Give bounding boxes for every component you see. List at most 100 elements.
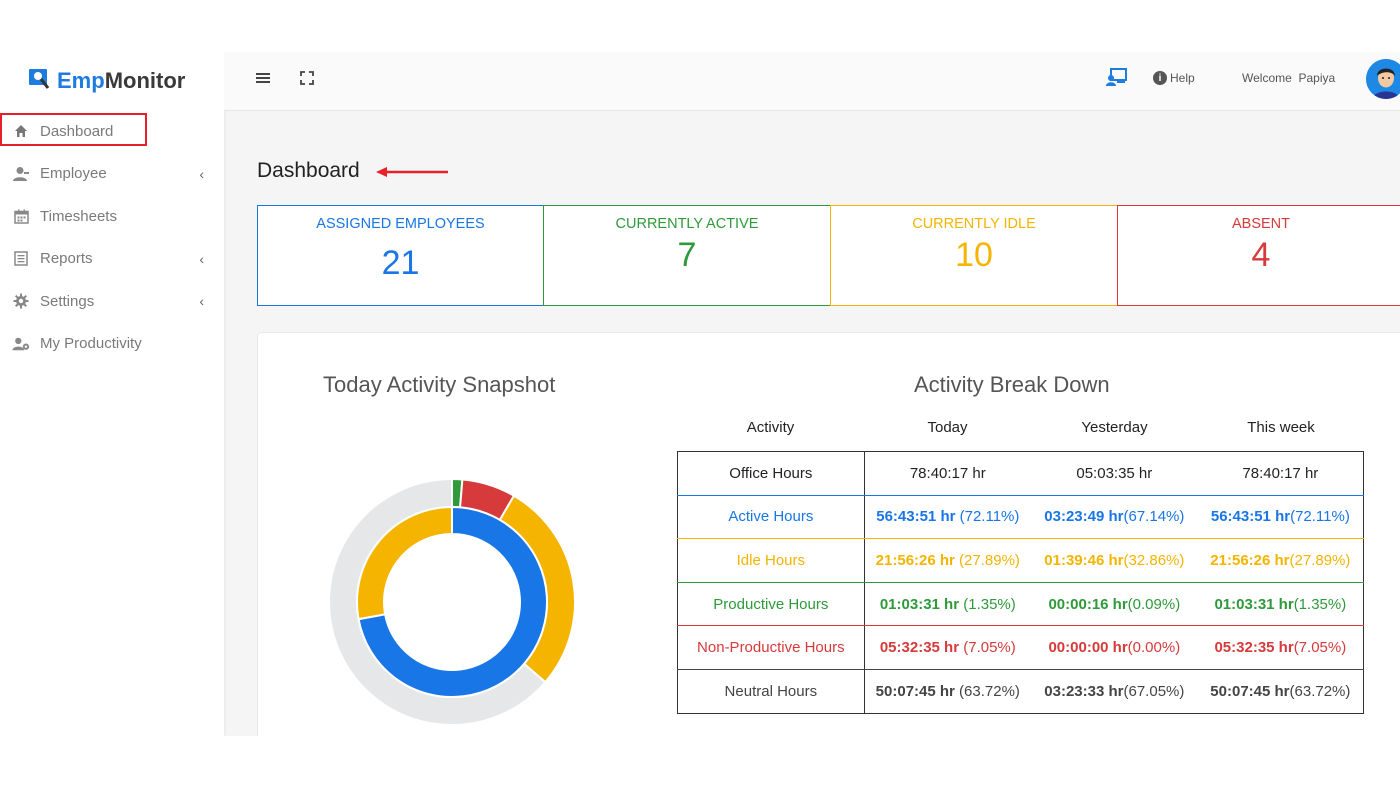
activity-cell: Office Hours [677, 451, 865, 496]
avatar[interactable] [1366, 59, 1400, 99]
sidebar-nav: Dashboard Employee ‹ Timesheets Reports … [0, 110, 224, 365]
week-cell: 05:32:35 hr(7.05%) [1197, 625, 1364, 670]
donut-slice-active[interactable] [357, 505, 548, 698]
sidebar-item-label: My Productivity [40, 335, 142, 353]
percent-value: (63.72%) [1289, 682, 1351, 700]
breakdown-table: Office Hours 78:40:17 hr 05:03:35 hr 78:40:… [677, 451, 1364, 714]
percent-value: (27.89%) [954, 551, 1020, 569]
percent-value: (7.05%) [959, 639, 1016, 657]
sidebar-item-timesheets[interactable]: Timesheets [0, 195, 224, 238]
today-cell: 50:07:45 hr (63.72%) [864, 668, 1031, 714]
percent-value: (67.05%) [1123, 682, 1185, 700]
today-cell: 78:40:17 hr [864, 451, 1031, 496]
activity-cell: Neutral Hours [677, 668, 865, 714]
table-row: Non-Productive Hours 05:32:35 hr (7.05%) 0… [677, 625, 1364, 670]
fullscreen-icon[interactable] [300, 71, 314, 90]
sidebar-item-settings[interactable]: Settings ‹ [0, 280, 224, 323]
breakdown-title: Activity Break Down [914, 372, 1110, 397]
percent-value: (0.09%) [1127, 595, 1181, 613]
activity-cell: Non-Productive Hours [677, 625, 865, 670]
breakdown-header-row: Activity Today Yesterday This week [677, 418, 1364, 446]
percent-value: (0.00%) [1127, 639, 1181, 657]
percent-value: (7.05%) [1293, 639, 1347, 657]
sidebar-item-dashboard[interactable]: Dashboard [0, 110, 224, 153]
brand-name-part1: Emp [57, 68, 105, 93]
time-value: 21:56:26 hr [1210, 551, 1290, 569]
table-row: Active Hours 56:43:51 hr (72.11%) 03:23:49… [677, 494, 1364, 540]
users-icon [12, 165, 30, 183]
brand-name-part2: Monitor [104, 68, 186, 93]
stat-value: 7 [677, 236, 697, 274]
activity-donut-chart[interactable] [322, 472, 582, 732]
sidebar: Emp Monitor Dashboard Employee ‹ Timeshee… [0, 52, 224, 736]
stat-value: 21 [381, 244, 420, 282]
today-cell: 21:56:26 hr (27.89%) [864, 538, 1031, 583]
time-value: 05:32:35 hr [1214, 639, 1294, 657]
percent-value: (63.72%) [954, 682, 1020, 700]
app-frame: Emp Monitor Dashboard Employee ‹ Timeshee… [0, 52, 1400, 736]
yesterday-cell: 00:00:00 hr(0.00%) [1030, 625, 1198, 670]
sidebar-item-employee[interactable]: Employee ‹ [0, 153, 224, 196]
chevron-left-icon[interactable]: ‹ [199, 293, 204, 310]
today-cell: 56:43:51 hr (72.11%) [864, 494, 1031, 540]
percent-value: (27.89%) [1289, 551, 1351, 569]
gear-icon [12, 292, 30, 310]
brand-logo[interactable]: Emp Monitor [0, 52, 224, 110]
report-icon [12, 250, 30, 268]
help-label: Help [1170, 71, 1195, 85]
sidebar-item-label: Dashboard [40, 122, 114, 140]
stat-value: 10 [955, 236, 993, 274]
sidebar-item-label: Employee [40, 165, 107, 183]
sidebar-item-label: Settings [40, 292, 95, 310]
chevron-left-icon[interactable]: ‹ [199, 250, 204, 267]
percent-value: (1.35%) [1293, 595, 1347, 613]
time-value: 03:23:33 hr [1044, 682, 1124, 700]
chevron-left-icon[interactable]: ‹ [199, 165, 204, 182]
time-value: 21:56:26 hr [875, 551, 955, 569]
donut-slice-idle[interactable] [356, 505, 453, 621]
time-value: 78:40:17 hr [1242, 464, 1319, 482]
today-cell: 05:32:35 hr (7.05%) [864, 625, 1031, 670]
menu-toggle-icon[interactable] [256, 71, 270, 90]
percent-value: (32.86%) [1123, 551, 1185, 569]
sidebar-item-reports[interactable]: Reports ‹ [0, 238, 224, 281]
stat-label: ASSIGNED EMPLOYEES [316, 216, 485, 232]
time-value: 01:03:31 hr [1214, 595, 1294, 613]
table-row: Productive Hours 01:03:31 hr (1.35%) 00:00… [677, 581, 1364, 627]
stat-card-currently-idle[interactable]: CURRENTLY IDLE 10 [830, 205, 1118, 306]
percent-value: (67.14%) [1123, 508, 1185, 526]
dashboard-highlight-box [0, 113, 147, 146]
activity-cell: Productive Hours [677, 581, 865, 627]
stat-label: ABSENT [1231, 216, 1290, 232]
today-cell: 01:03:31 hr (1.35%) [864, 581, 1031, 627]
activity-cell: Active Hours [677, 494, 865, 540]
week-cell: 21:56:26 hr(27.89%) [1197, 538, 1364, 583]
time-value: 50:07:45 hr [875, 682, 955, 700]
week-cell: 56:43:51 hr(72.11%) [1197, 494, 1364, 540]
user-gear-icon [12, 335, 30, 353]
info-icon: i [1153, 71, 1167, 85]
week-cell: 78:40:17 hr [1197, 451, 1364, 496]
time-value: 50:07:45 hr [1210, 682, 1290, 700]
sidebar-item-label: Reports [40, 250, 93, 268]
stat-label: CURRENTLY IDLE [912, 216, 1036, 232]
stat-card-assigned-employees[interactable]: ASSIGNED EMPLOYEES 21 [257, 205, 544, 306]
time-value: 78:40:17 hr [909, 464, 986, 482]
topbar: i Help Welcome Papiya [224, 52, 1400, 111]
table-row: Neutral Hours 50:07:45 hr (63.72%) 03:23:3… [677, 668, 1364, 714]
table-row: Idle Hours 21:56:26 hr (27.89%) 01:39:46 h… [677, 538, 1364, 583]
sidebar-item-my-productivity[interactable]: My Productivity [0, 323, 224, 366]
week-cell: 01:03:31 hr(1.35%) [1197, 581, 1364, 627]
yesterday-cell: 05:03:35 hr [1030, 451, 1198, 496]
stat-label: CURRENTLY ACTIVE [615, 216, 759, 232]
stat-card-absent[interactable]: ABSENT 4 [1117, 205, 1400, 306]
time-value: 56:43:51 hr [1210, 508, 1291, 526]
help-link[interactable]: i Help [1153, 71, 1195, 85]
stat-card-currently-active[interactable]: CURRENTLY ACTIVE 7 [543, 205, 831, 306]
table-row: Office Hours 78:40:17 hr 05:03:35 hr 78:40:… [677, 451, 1364, 496]
remote-desktop-icon[interactable] [1106, 68, 1128, 91]
time-value: 01:39:46 hr [1044, 551, 1124, 569]
time-value: 00:00:16 hr [1048, 595, 1128, 613]
time-value: 03:23:49 hr [1044, 508, 1124, 526]
col-header-yesterday: Yesterday [1081, 419, 1148, 436]
